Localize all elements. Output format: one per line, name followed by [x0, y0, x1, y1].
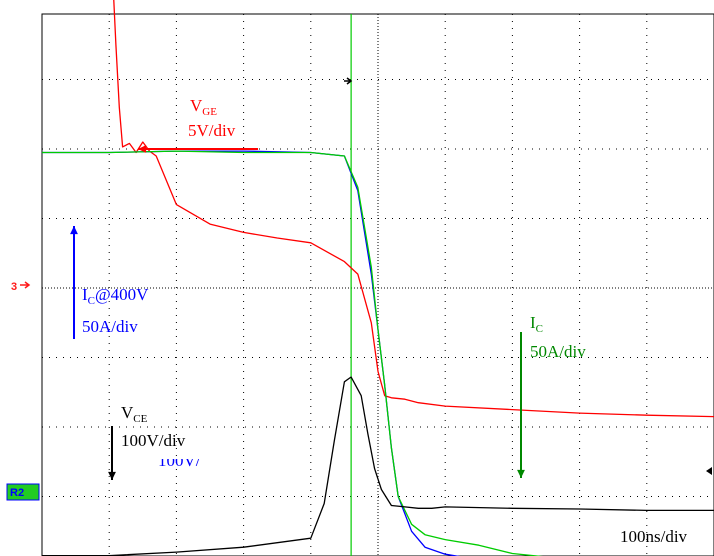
ic-sub: C: [536, 323, 543, 335]
ic-scale: 50A/div: [530, 342, 586, 361]
vge-scale: 5V/div: [188, 121, 236, 140]
clipped-scale-label: 100V/: [158, 451, 201, 470]
waveform-traces: [42, 0, 714, 556]
vce-main: V: [121, 403, 134, 422]
right-level-marker-icon: [706, 467, 712, 475]
vce-scale: 100V/div: [121, 431, 186, 450]
ic400-arrow-head: [70, 226, 78, 235]
vge-trace: [113, 0, 714, 418]
ic-main: I: [530, 313, 536, 332]
vge-main: V: [190, 96, 203, 115]
trigger-position-icon: [344, 77, 353, 85]
channel-3-marker: 3: [11, 281, 31, 293]
ic-trace: [42, 150, 544, 556]
vce-trace: [42, 376, 714, 556]
vce-annotation: VCE 100V/div: [121, 403, 186, 450]
channel-3-arrow-icon: [20, 281, 31, 289]
vge-annotation: VGE 5V/div: [188, 96, 236, 140]
ic400-scale: 50A/div: [82, 317, 138, 336]
ic-annotation: IC 50A/div: [530, 313, 586, 361]
reference-marker-box: [6, 483, 40, 501]
ic-label: IC: [530, 313, 543, 335]
vce-sub: CE: [133, 413, 147, 425]
ic400-annotation: IC@400V 50A/div: [82, 285, 149, 336]
ic400-label: IC@400V: [82, 285, 149, 307]
vce-label: VCE: [121, 403, 148, 425]
channel-3-number: 3: [11, 281, 17, 293]
time-scale-label: 100ns/div: [620, 527, 688, 546]
ic400-rest: @400V: [95, 285, 149, 304]
ic400-sub: C: [88, 295, 95, 307]
reference-marker: R2: [6, 483, 40, 501]
vce-arrow-head: [108, 471, 116, 480]
annotation-overlays: [70, 145, 525, 480]
vge-label: VGE: [190, 96, 217, 118]
ic400-main: I: [82, 285, 88, 304]
vge-arrow-head: [138, 145, 147, 153]
vge-sub: GE: [202, 106, 217, 118]
ic-arrow-head: [517, 469, 525, 478]
reference-marker-text: R2: [10, 487, 24, 499]
